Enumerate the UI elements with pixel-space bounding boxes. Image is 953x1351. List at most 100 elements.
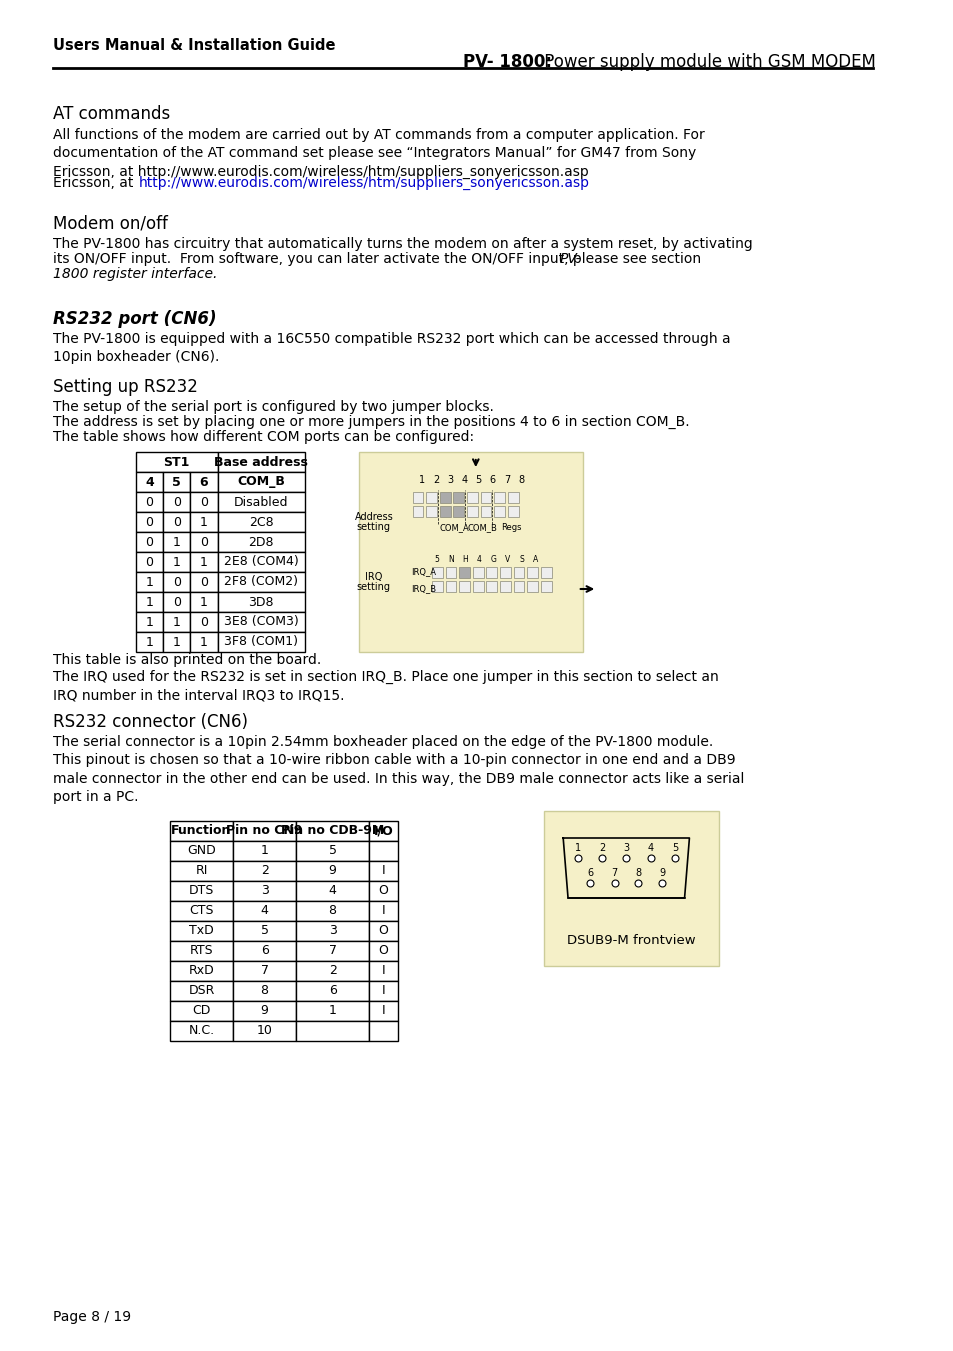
Bar — [507, 492, 518, 503]
Bar — [295, 821, 369, 842]
Text: 10: 10 — [256, 1024, 273, 1038]
Bar — [190, 492, 217, 512]
Bar — [135, 471, 163, 492]
Text: 7: 7 — [611, 867, 618, 878]
Text: The PV-1800 is equipped with a 16C550 compatible RS232 port which can be accesse: The PV-1800 is equipped with a 16C550 co… — [53, 332, 730, 365]
Text: 2F8 (COM2): 2F8 (COM2) — [224, 576, 298, 589]
Text: The PV-1800 has circuitry that automatically turns the modem on after a system r: The PV-1800 has circuitry that automatic… — [53, 236, 752, 251]
Bar — [513, 581, 524, 592]
Text: 0: 0 — [172, 516, 180, 528]
Text: 4: 4 — [476, 554, 481, 563]
Bar — [369, 821, 397, 842]
Text: 0: 0 — [172, 496, 180, 508]
Bar — [439, 507, 450, 517]
Text: CD: CD — [193, 1005, 211, 1017]
Text: 6: 6 — [587, 867, 593, 878]
Text: http://www.eurodis.com/wireless/htm/suppliers_sonyericsson.asp: http://www.eurodis.com/wireless/htm/supp… — [139, 176, 589, 190]
Bar — [426, 507, 436, 517]
Bar — [190, 532, 217, 553]
Text: I: I — [381, 1005, 385, 1017]
Text: COM_A: COM_A — [439, 523, 469, 532]
Text: PV-: PV- — [559, 253, 581, 266]
Text: N: N — [448, 554, 454, 563]
Text: 2C8: 2C8 — [249, 516, 274, 528]
Text: A: A — [533, 554, 537, 563]
Bar — [295, 981, 369, 1001]
Text: CTS: CTS — [189, 905, 213, 917]
Text: I: I — [381, 985, 385, 997]
Text: DSUB9-M frontview: DSUB9-M frontview — [566, 935, 695, 947]
Bar — [359, 453, 582, 653]
Text: 3: 3 — [260, 885, 268, 897]
Bar — [217, 592, 305, 612]
Bar — [369, 881, 397, 901]
Bar — [426, 492, 436, 503]
Text: 2: 2 — [598, 843, 604, 852]
Text: 1: 1 — [200, 516, 208, 528]
Text: GND: GND — [187, 844, 215, 858]
Bar — [295, 921, 369, 942]
Text: I: I — [381, 965, 385, 978]
Bar — [163, 512, 190, 532]
Bar — [543, 811, 718, 966]
Bar — [217, 532, 305, 553]
Bar — [170, 881, 233, 901]
Text: IRQ: IRQ — [365, 571, 382, 582]
Text: 0: 0 — [172, 596, 180, 608]
Text: 1: 1 — [200, 555, 208, 569]
Bar — [295, 1021, 369, 1042]
Text: 2D8: 2D8 — [248, 535, 274, 549]
Text: 1: 1 — [146, 616, 153, 628]
Bar — [135, 632, 163, 653]
Text: its ON/OFF input.  From software, you can later activate the ON/OFF input, pleas: its ON/OFF input. From software, you can… — [53, 253, 705, 266]
Text: The serial connector is a 10pin 2.54mm boxheader placed on the edge of the PV-18: The serial connector is a 10pin 2.54mm b… — [53, 735, 744, 804]
Text: 1: 1 — [146, 596, 153, 608]
Bar — [233, 881, 295, 901]
Bar — [369, 942, 397, 961]
Text: Address: Address — [355, 512, 393, 521]
Bar — [217, 453, 305, 471]
Text: 0: 0 — [200, 496, 208, 508]
Bar — [499, 581, 510, 592]
Text: 7: 7 — [260, 965, 269, 978]
Text: IRQ_B: IRQ_B — [411, 585, 436, 593]
Text: 9: 9 — [659, 867, 664, 878]
Bar — [190, 571, 217, 592]
Bar — [163, 592, 190, 612]
Text: V: V — [504, 554, 510, 563]
Text: 8: 8 — [328, 905, 336, 917]
Bar — [135, 512, 163, 532]
Bar — [170, 1001, 233, 1021]
Text: 0: 0 — [146, 496, 153, 508]
Bar — [190, 592, 217, 612]
Bar — [217, 612, 305, 632]
Text: 3E8 (COM3): 3E8 (COM3) — [224, 616, 298, 628]
Bar — [217, 471, 305, 492]
Text: 1: 1 — [172, 616, 180, 628]
Text: 3: 3 — [622, 843, 629, 852]
Text: 1: 1 — [200, 596, 208, 608]
Bar — [217, 553, 305, 571]
Bar — [170, 1021, 233, 1042]
Text: IRQ_A: IRQ_A — [411, 567, 436, 577]
Bar — [190, 553, 217, 571]
Text: 3: 3 — [328, 924, 336, 938]
Text: 5: 5 — [476, 476, 481, 485]
Bar — [432, 567, 442, 578]
Text: Base address: Base address — [214, 455, 308, 469]
Text: 6: 6 — [260, 944, 268, 958]
Text: 8: 8 — [517, 476, 523, 485]
Text: 2E8 (COM4): 2E8 (COM4) — [224, 555, 298, 569]
Text: The address is set by placing one or more jumpers in the positions 4 to 6 in sec: The address is set by placing one or mor… — [53, 415, 689, 430]
Bar — [163, 492, 190, 512]
Text: 9: 9 — [260, 1005, 268, 1017]
Text: RI: RI — [195, 865, 208, 878]
Bar — [473, 567, 483, 578]
Text: setting: setting — [356, 521, 391, 532]
Bar — [369, 981, 397, 1001]
Bar — [295, 881, 369, 901]
Bar — [413, 492, 423, 503]
Text: Pin no CDB-9M: Pin no CDB-9M — [280, 824, 384, 838]
Text: 0: 0 — [200, 576, 208, 589]
Bar — [295, 1001, 369, 1021]
